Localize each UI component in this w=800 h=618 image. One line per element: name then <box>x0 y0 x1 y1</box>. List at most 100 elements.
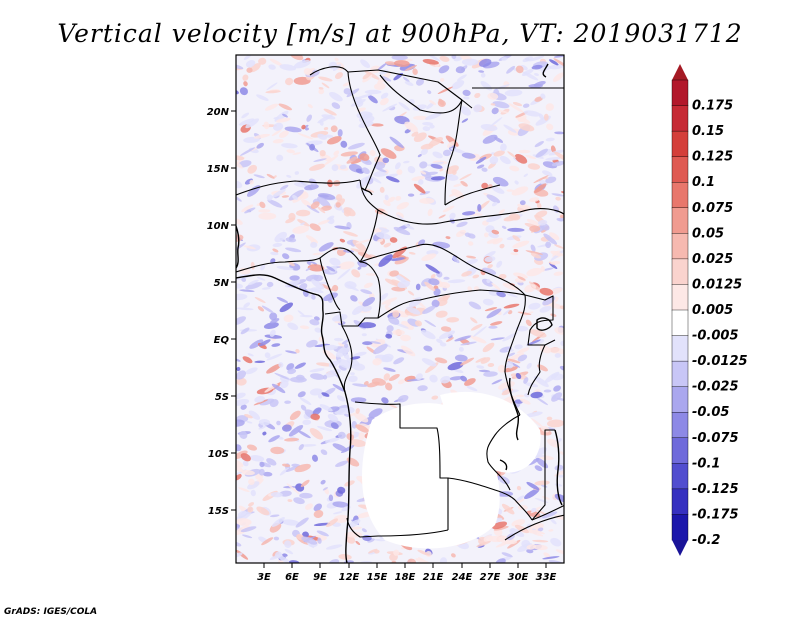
velocity-blob <box>335 194 343 202</box>
velocity-blob <box>451 169 457 175</box>
velocity-blob <box>394 60 410 67</box>
velocity-blob <box>259 461 265 468</box>
velocity-blob <box>498 273 507 280</box>
velocity-blob <box>480 72 486 78</box>
velocity-blob <box>309 143 316 151</box>
velocity-blob <box>424 319 436 327</box>
velocity-blob <box>365 273 377 276</box>
velocity-blob <box>507 151 517 158</box>
velocity-blob <box>476 164 485 169</box>
velocity-blob <box>343 88 351 95</box>
velocity-blob <box>258 209 271 213</box>
velocity-blob <box>285 247 302 253</box>
velocity-blob <box>544 371 560 383</box>
velocity-blob <box>480 357 491 364</box>
velocity-blob <box>245 282 263 290</box>
velocity-blob <box>264 103 279 111</box>
velocity-blob <box>543 233 558 245</box>
velocity-blob <box>331 102 341 109</box>
velocity-blob <box>491 379 503 385</box>
velocity-blob <box>496 260 503 268</box>
velocity-blob <box>258 418 271 426</box>
velocity-blob <box>384 302 391 308</box>
velocity-blob <box>401 321 414 330</box>
velocity-blob <box>261 287 271 290</box>
velocity-blob <box>477 204 482 212</box>
velocity-blob <box>421 329 436 340</box>
velocity-blob <box>263 121 270 130</box>
velocity-blob <box>292 195 298 200</box>
velocity-blob <box>394 274 407 283</box>
velocity-blob <box>439 342 447 347</box>
velocity-blob <box>292 225 310 234</box>
velocity-blob <box>512 240 530 249</box>
velocity-blob <box>518 149 531 154</box>
lat-label: 5N <box>214 278 230 289</box>
velocity-blob <box>266 281 274 288</box>
velocity-blob <box>396 214 406 222</box>
velocity-blob <box>276 420 281 426</box>
velocity-blob <box>502 332 518 342</box>
velocity-blob <box>310 201 320 209</box>
velocity-blob <box>542 170 553 177</box>
velocity-blob <box>450 147 467 154</box>
velocity-blob <box>396 201 409 210</box>
velocity-blob <box>242 74 249 81</box>
velocity-blob <box>371 378 387 386</box>
velocity-blob <box>260 264 266 271</box>
velocity-blob <box>501 503 515 515</box>
velocity-blob <box>550 250 564 257</box>
velocity-blob <box>438 65 450 74</box>
velocity-blob <box>456 229 466 237</box>
velocity-blob <box>352 239 367 252</box>
velocity-blob <box>278 103 293 111</box>
velocity-blob <box>240 147 256 156</box>
colorbar-label: -0.0125 <box>692 354 748 369</box>
velocity-blob <box>333 150 340 156</box>
velocity-field <box>236 55 564 563</box>
velocity-blob <box>313 522 331 527</box>
velocity-blob <box>236 283 244 289</box>
velocity-blob <box>338 554 352 560</box>
velocity-blob <box>313 158 327 162</box>
velocity-blob <box>445 236 451 240</box>
velocity-blob <box>415 558 431 563</box>
colorbar-segments <box>671 79 689 541</box>
velocity-blob <box>395 195 402 201</box>
velocity-blob <box>236 242 246 252</box>
velocity-blob <box>272 242 283 248</box>
velocity-blob <box>253 399 268 406</box>
lon-label: 18E <box>395 572 416 583</box>
velocity-blob <box>439 281 451 289</box>
velocity-blob <box>500 143 507 152</box>
velocity-blob <box>279 184 289 191</box>
velocity-blob <box>393 226 411 236</box>
velocity-blob <box>300 444 317 447</box>
velocity-blob <box>357 107 366 112</box>
velocity-blob <box>368 408 383 418</box>
velocity-blob <box>369 149 376 157</box>
velocity-blob <box>290 376 307 383</box>
velocity-blob <box>503 215 520 222</box>
velocity-blob <box>550 145 556 154</box>
velocity-blob <box>246 444 258 451</box>
velocity-blob <box>359 153 370 161</box>
velocity-blob <box>266 458 277 466</box>
velocity-blob <box>321 114 336 120</box>
velocity-blob <box>374 161 386 170</box>
velocity-blob <box>415 320 422 327</box>
velocity-blob <box>428 278 440 286</box>
velocity-blob <box>253 133 271 139</box>
velocity-blob <box>295 349 300 354</box>
velocity-blob <box>380 148 397 159</box>
velocity-blob <box>515 65 524 74</box>
velocity-blob <box>466 385 478 392</box>
velocity-blob <box>413 115 428 120</box>
velocity-blob <box>266 194 273 201</box>
velocity-blob <box>317 426 333 432</box>
velocity-blob <box>447 361 464 371</box>
velocity-blob <box>323 292 338 302</box>
velocity-blob <box>236 293 248 301</box>
velocity-blob <box>491 185 505 194</box>
velocity-blob <box>244 414 253 419</box>
